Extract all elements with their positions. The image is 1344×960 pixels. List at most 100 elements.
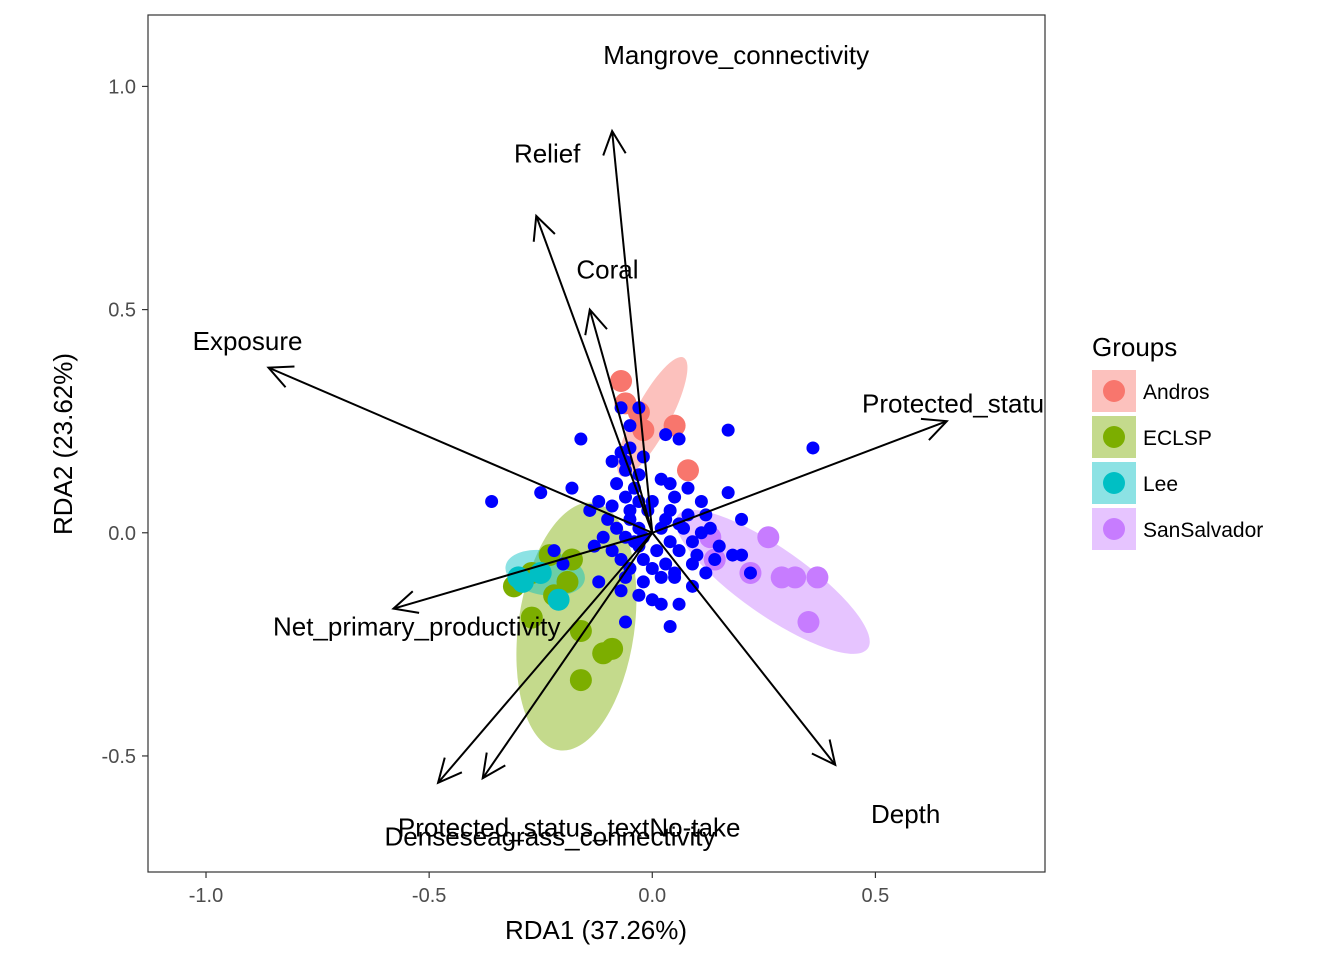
group-point-lee [547,588,570,611]
y-tick-label: 0.0 [108,523,136,545]
site-point [677,521,691,535]
arrow-label: Protected_status_textSc [862,388,1144,418]
plot-panel-border [147,14,1046,873]
site-point [743,566,757,580]
x-tick-label: -0.5 [412,885,446,907]
site-point [596,530,610,544]
site-point [659,557,673,571]
group-point-sansalvador [784,566,807,589]
y-tick-label: 0.5 [108,300,136,322]
site-point [601,512,615,526]
site-point [619,490,633,504]
site-point [614,584,628,598]
site-point [735,512,749,526]
arrow-label: Relief [514,138,581,168]
site-point [645,561,659,575]
site-point [681,481,695,495]
site-points [485,401,820,634]
site-point [605,544,619,558]
site-point [721,486,735,500]
group-point-eclsp [520,606,543,629]
site-point [672,597,686,611]
group-point-sansalvador [806,566,829,589]
arrow-line [651,420,948,534]
arrow-head [391,590,420,614]
site-point [592,495,606,509]
group-point-eclsp [569,619,592,642]
arrow-head [584,307,608,336]
legend-label-andros: Andros [1143,381,1210,404]
y-tick-label: 1.0 [108,76,136,98]
legend-key-point-sansalvador [1103,518,1125,540]
site-point [663,477,677,491]
arrow-line [651,532,837,766]
site-point [735,548,749,562]
arrow-label: Net_primary_productivity [273,612,561,642]
site-point [659,428,673,442]
arrow-line [268,366,653,534]
site-point [672,544,686,558]
arrow-line [393,531,653,610]
site-point [694,495,708,509]
site-point [636,575,650,589]
site-point [726,548,740,562]
x-tick-label: -1.0 [189,885,223,907]
group-point-andros [676,459,699,482]
legend-label-eclsp: ECLSP [1143,427,1212,450]
group-point-andros [610,370,633,393]
arrow-label: Denseseagrass_connectivity [385,821,716,851]
group-point-eclsp [569,669,592,692]
site-point [605,499,619,513]
arrow-line [588,309,654,534]
site-point [663,620,677,634]
legend-key-point-lee [1103,472,1125,494]
arrow-line [437,532,654,784]
plot-panel [148,15,1045,872]
arrow-label: Depth [871,799,940,829]
site-point [703,521,717,535]
y-axis-title: RDA2 (23.62%) [48,353,78,535]
site-point [699,566,713,580]
legend: Groups Andros ECLSP Lee SanSalvador [1092,332,1263,550]
site-point [534,486,548,500]
arrow-head [920,417,949,441]
site-point [685,579,699,593]
arrow-line [481,532,654,779]
site-point [668,570,682,584]
legend-title: Groups [1092,332,1177,362]
legend-key-point-eclsp [1103,426,1125,448]
group-point-eclsp [556,570,579,593]
site-point [806,441,820,455]
site-point [485,495,499,509]
arrow-head [481,752,506,781]
site-point [650,544,664,558]
site-point [636,450,650,464]
x-tick-label: 0.5 [862,885,890,907]
arrow-line [611,130,654,533]
site-point [708,553,722,567]
group-point-lee [511,570,534,593]
site-point [592,575,606,589]
legend-label-lee: Lee [1143,473,1178,496]
site-point [614,553,628,567]
site-point [619,570,633,584]
y-axis: -0.5 0.0 0.5 1.0 [102,76,148,768]
site-point [712,539,726,553]
site-point [654,570,668,584]
arrow-head [602,128,627,156]
y-tick-label: -0.5 [102,746,136,768]
arrow-head [436,757,463,785]
site-point [663,535,677,549]
arrow-label: Exposure [193,326,303,356]
arrow-head [532,213,556,242]
site-point [574,432,588,446]
x-axis-title: RDA1 (37.26%) [505,915,687,945]
group-point-eclsp [592,642,615,665]
site-point [654,597,668,611]
arrow-head [266,365,295,388]
x-tick-label: 0.0 [638,885,666,907]
legend-label-sansalvador: SanSalvador [1143,519,1263,542]
arrow-label: Mangrove_connectivity [603,40,869,70]
biplot-arrows: Mangrove_connectivity Relief Coral Exposure… [193,40,1144,851]
